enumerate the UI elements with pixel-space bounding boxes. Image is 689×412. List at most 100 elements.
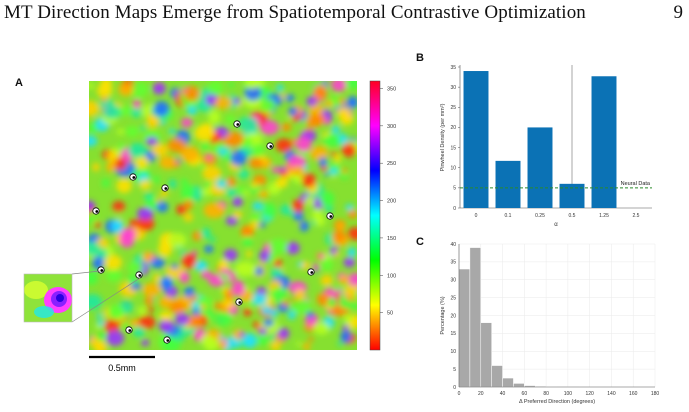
map-blob <box>208 110 221 125</box>
map-blob <box>211 143 220 153</box>
map-blob <box>238 169 250 179</box>
map-blob <box>179 271 190 283</box>
map-blob <box>95 343 104 350</box>
map-blob <box>237 116 258 132</box>
direction-map <box>89 81 357 350</box>
map-blob <box>270 287 286 301</box>
x-tick-label: 180 <box>651 391 660 397</box>
map-blob <box>230 150 247 166</box>
pinwheel-marker-center <box>164 187 168 190</box>
map-blob <box>313 322 330 335</box>
colorbar-tick-label: 300 <box>387 124 396 130</box>
x-tick-label: 140 <box>607 391 616 397</box>
map-blob <box>232 196 243 207</box>
map-blob <box>295 288 305 301</box>
map-blob <box>172 161 181 168</box>
map-blob <box>167 232 187 248</box>
map-blob <box>233 97 241 105</box>
map-blob <box>334 153 342 163</box>
x-tick-label: 100 <box>564 391 573 397</box>
map-blob <box>287 114 293 121</box>
map-blob <box>262 202 277 219</box>
map-blob <box>220 273 230 281</box>
map-blob <box>253 321 260 329</box>
map-blob <box>194 125 215 142</box>
x-tick-label: 160 <box>629 391 638 397</box>
map-blob <box>152 175 160 184</box>
map-blob <box>192 231 203 241</box>
map-blob <box>131 107 142 118</box>
map-blob <box>207 81 224 96</box>
map-blob <box>244 85 262 101</box>
x-tick-label: 60 <box>522 391 528 397</box>
map-blob <box>347 272 357 287</box>
map-blob <box>199 303 206 311</box>
x-tick-label: 20 <box>478 391 484 397</box>
map-blob <box>142 282 162 297</box>
map-blob <box>304 196 315 207</box>
map-blob <box>129 318 141 327</box>
map-blob <box>322 258 333 272</box>
map-blob <box>96 313 103 319</box>
map-blob <box>193 260 208 272</box>
map-blob <box>214 96 232 110</box>
map-blob <box>214 302 222 310</box>
map-blob <box>103 104 122 120</box>
map-blob <box>313 113 326 126</box>
pinwheel-marker-center <box>166 339 170 342</box>
map-blob <box>104 254 122 270</box>
map-blob <box>258 190 269 199</box>
map-blob <box>290 138 298 145</box>
map-blob <box>246 250 253 258</box>
map-blob <box>215 266 223 272</box>
map-blob <box>308 103 324 116</box>
pinwheel-marker-center <box>138 274 142 277</box>
map-blob <box>280 204 292 215</box>
map-blob <box>100 81 113 91</box>
map-blob <box>313 84 328 101</box>
map-blob <box>116 128 125 135</box>
x-tick-label: 0.5 <box>569 213 576 219</box>
map-blob <box>224 288 235 300</box>
x-tick-label: 0 <box>458 391 461 397</box>
map-blob <box>145 136 158 146</box>
map-blob <box>341 143 357 158</box>
map-blob <box>301 173 316 188</box>
map-blob <box>334 251 340 257</box>
x-tick-label: 80 <box>543 391 549 397</box>
map-blob <box>344 81 357 90</box>
map-blob <box>147 115 159 124</box>
map-blob <box>293 209 304 222</box>
map-blob <box>270 266 283 278</box>
x-tick-label: 0.25 <box>535 213 545 219</box>
map-blob <box>119 106 133 116</box>
map-blob <box>116 178 132 194</box>
y-tick-label: 15 <box>450 145 456 151</box>
map-blob <box>215 179 228 189</box>
map-blob <box>327 297 337 308</box>
map-blob <box>128 142 147 159</box>
map-blob <box>250 220 259 230</box>
map-blob <box>180 178 188 187</box>
panel-label-c: C <box>416 236 424 248</box>
colorbar: 350 300 250 200 150 100 50 <box>369 80 396 351</box>
y-tick-label: 0 <box>453 206 456 212</box>
map-blob <box>345 204 354 211</box>
map-blob <box>295 136 312 153</box>
map-blob <box>97 320 105 326</box>
y-tick-label: 0 <box>453 385 456 391</box>
map-blob <box>234 261 256 277</box>
map-blob <box>201 143 208 150</box>
map-blob <box>192 250 198 256</box>
map-blob <box>158 311 173 321</box>
map-blob <box>320 275 333 286</box>
map-blob <box>308 336 314 342</box>
map-blob <box>118 82 134 97</box>
map-blob <box>209 236 217 242</box>
map-blob <box>139 179 151 190</box>
map-blob <box>258 327 268 336</box>
map-blob <box>174 313 190 326</box>
bar-0.1 <box>495 160 521 208</box>
map-blob <box>291 165 305 177</box>
colorbar-tick-label: 150 <box>387 236 396 242</box>
